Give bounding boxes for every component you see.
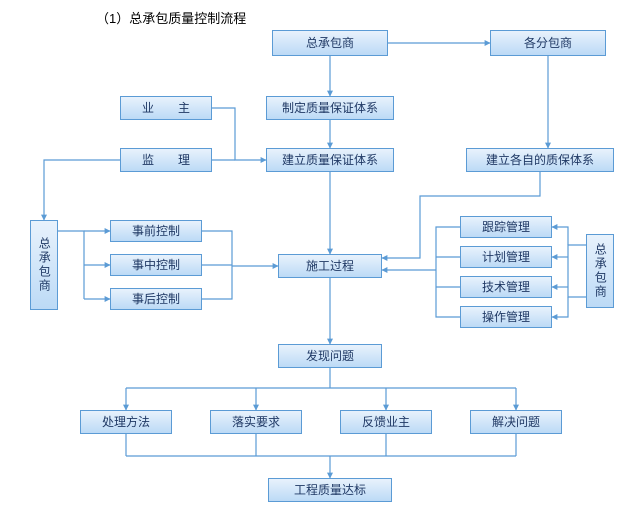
diagram-title: （1）总承包质量控制流程 [96, 8, 246, 27]
node-label: 发现问题 [306, 349, 354, 363]
node-n_supervise: 监 理 [120, 148, 212, 172]
node-n_problem: 发现问题 [278, 344, 382, 368]
node-label: 计划管理 [482, 250, 530, 264]
node-label: 各分包商 [524, 36, 572, 50]
node-n_track: 跟踪管理 [460, 216, 552, 238]
node-n_method: 处理方法 [80, 410, 172, 434]
node-label: 反馈业主 [362, 415, 410, 429]
node-n_owner: 业 主 [120, 96, 212, 120]
node-label: 总承包商 [37, 237, 51, 293]
node-n_proc: 施工过程 [278, 254, 382, 278]
node-label: 事后控制 [132, 292, 180, 306]
node-label: 解决问题 [492, 415, 540, 429]
node-label: 技术管理 [482, 280, 530, 294]
node-label: 事中控制 [132, 258, 180, 272]
node-n_tech: 技术管理 [460, 276, 552, 298]
node-label: 处理方法 [102, 415, 150, 429]
node-n_zcb_right: 总承包商 [586, 234, 614, 308]
node-label: 事前控制 [132, 224, 180, 238]
node-n_pre: 事前控制 [110, 220, 202, 242]
node-label: 制定质量保证体系 [282, 101, 378, 115]
node-label: 建立各自的质保体系 [486, 153, 594, 167]
node-n_fbb: 各分包商 [490, 30, 606, 56]
node-n_solve: 解决问题 [470, 410, 562, 434]
node-n_standard: 工程质量达标 [268, 478, 392, 502]
node-n_plan: 计划管理 [460, 246, 552, 268]
node-label: 监 理 [142, 153, 190, 167]
node-label: 工程质量达标 [294, 483, 366, 497]
node-label: 跟踪管理 [482, 220, 530, 234]
node-n_op: 操作管理 [460, 306, 552, 328]
node-label: 总承包商 [306, 36, 354, 50]
node-n_jltx: 建立质量保证体系 [266, 148, 394, 172]
node-label: 操作管理 [482, 310, 530, 324]
node-n_impl: 落实要求 [210, 410, 302, 434]
node-label: 施工过程 [306, 259, 354, 273]
node-n_post: 事后控制 [110, 288, 202, 310]
node-n_mid: 事中控制 [110, 254, 202, 276]
node-label: 落实要求 [232, 415, 280, 429]
node-label: 业 主 [142, 101, 190, 115]
node-n_feedback: 反馈业主 [340, 410, 432, 434]
node-n_zcb_top: 总承包商 [272, 30, 388, 56]
node-n_zcb_left: 总承包商 [30, 220, 58, 310]
node-label: 总承包商 [593, 243, 607, 299]
node-label: 建立质量保证体系 [282, 153, 378, 167]
node-n_jlgz: 建立各自的质保体系 [466, 148, 614, 172]
node-n_zdtx: 制定质量保证体系 [266, 96, 394, 120]
